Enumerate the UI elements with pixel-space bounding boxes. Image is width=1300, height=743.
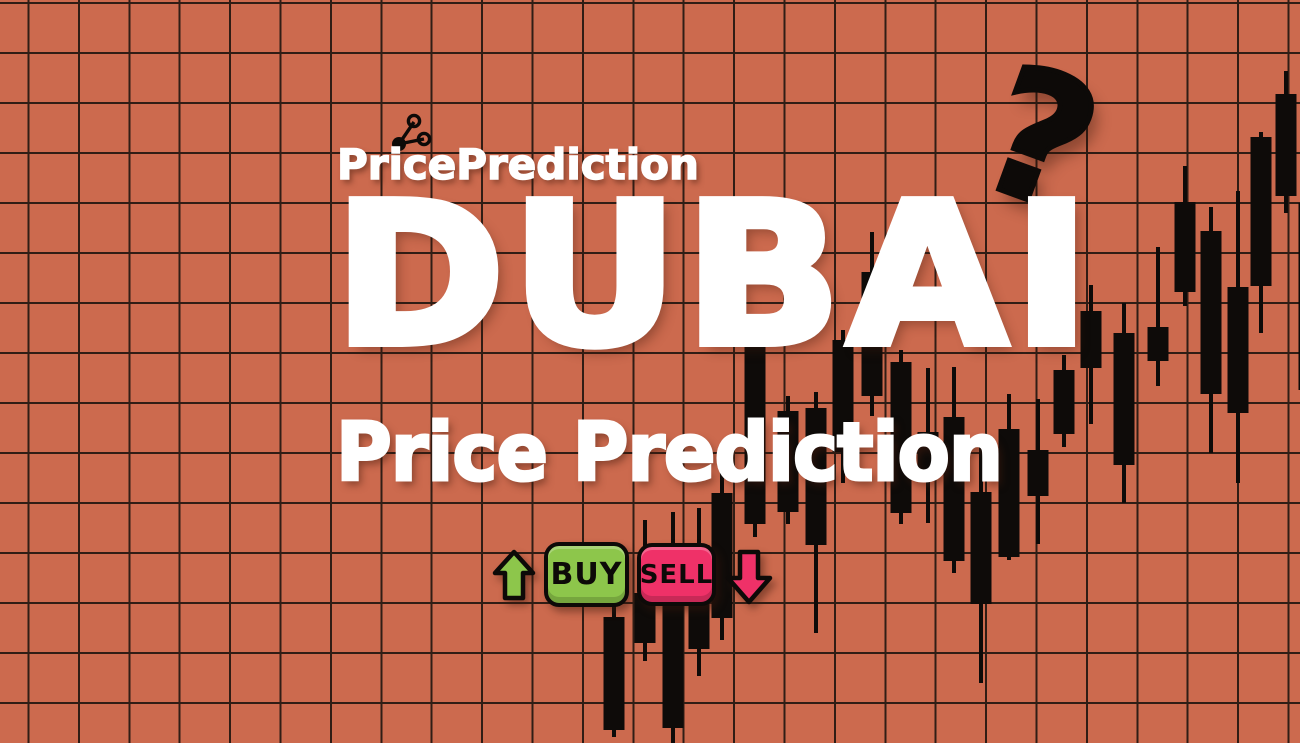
buy-button[interactable]: BUY <box>544 542 629 607</box>
badges-row: BUY SELL <box>492 542 774 607</box>
page-subtitle: Price Prediction <box>335 406 1005 499</box>
network-dots-icon <box>392 113 432 151</box>
main-title: DUBAI <box>330 162 1097 390</box>
sell-button[interactable]: SELL <box>637 543 716 606</box>
up-arrow-icon[interactable] <box>492 549 536 601</box>
brand-name: PricePrediction <box>336 139 699 190</box>
down-arrow-icon[interactable] <box>724 548 774 606</box>
